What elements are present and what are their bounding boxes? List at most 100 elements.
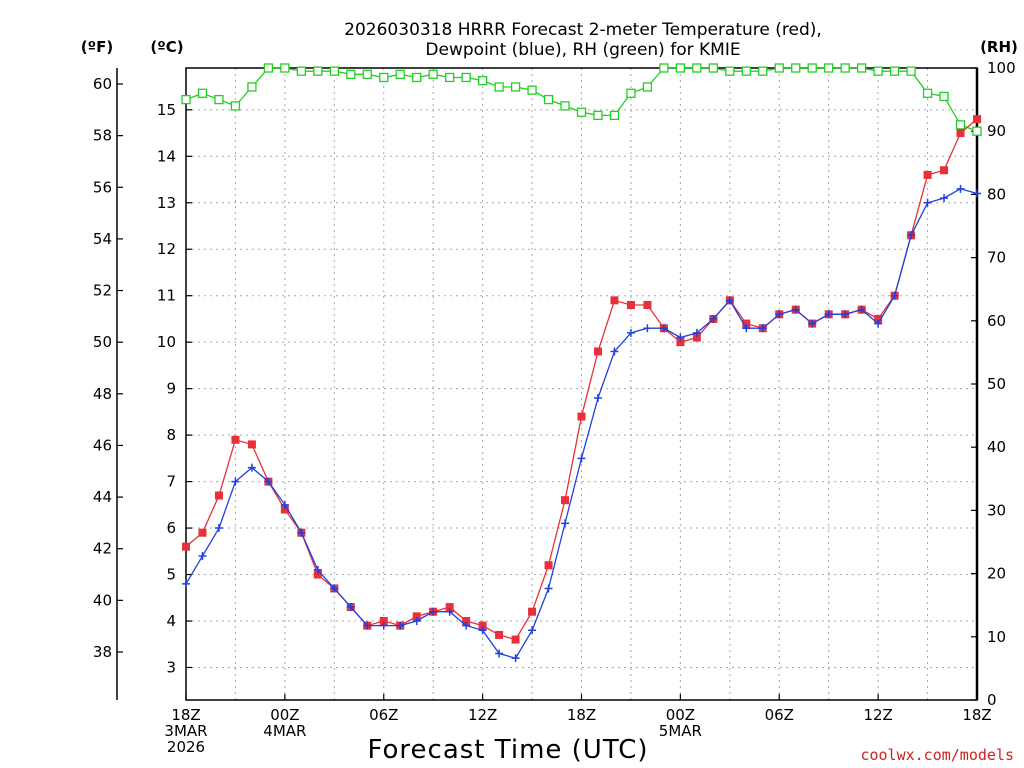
rh-point [774,63,784,73]
rh-point [329,66,339,76]
fahrenheit-tick-label: 56 [93,178,112,196]
dewpoint-point [495,649,504,658]
dewpoint-point [808,319,817,328]
celsius-tick-label: 9 [166,380,176,398]
celsius-tick-label: 4 [166,612,176,630]
dewpoint-point [676,333,685,342]
temp-point [940,166,949,175]
rh-point [560,101,570,111]
temp-point [231,435,240,444]
fahrenheit-tick-label: 48 [93,385,112,403]
fahrenheit-axis-unit: (ºF) [81,38,113,56]
dewpoint-point [231,477,240,486]
dewpoint-point [775,310,784,319]
x-tick-label: 12Z [863,706,892,724]
rh-point [313,66,323,76]
dewpoint-point [396,621,405,630]
dewpoint-point [330,584,339,593]
rh-point [543,94,554,105]
dewpoint-point [247,463,256,472]
temp-point [610,296,619,305]
rh-point [576,107,587,117]
rh-point [692,63,702,73]
rh-point [362,69,372,79]
series-layer [181,63,982,663]
grid-layer [186,68,977,700]
dewpoint-point [610,347,619,356]
x-tick-label-line: 4MAR [263,722,306,740]
dewpoint-point [791,305,800,314]
rh-point [214,94,224,105]
dewpoint-point [725,296,734,305]
dewpoint-point [528,626,537,635]
dewpoint-point [626,328,635,337]
rh-tick-label: 70 [987,249,1006,267]
temp-point [561,496,570,505]
rh-point [873,66,883,76]
dewpoint-point [346,603,355,612]
x-tick-label: 00Z 4MAR [263,706,306,740]
dewpoint-point [544,584,553,593]
temp-point [478,621,487,630]
rh-point [346,69,356,79]
celsius-tick-label: 6 [166,519,176,537]
rh-point [379,72,389,83]
rh-point [609,110,620,121]
x-tick-label-line: 3MAR [164,722,207,740]
dewpoint-point [313,565,322,574]
temp-point [182,542,190,551]
rh-point [659,63,669,73]
dewpoint-point [363,621,372,630]
rh-tick-label: 90 [987,122,1006,140]
x-tick-label-line: 12Z [863,706,892,724]
x-tick-label: 06Z [369,706,398,724]
temp-point [412,612,421,621]
temp-point [445,603,454,612]
rh-point [280,63,290,73]
dewpoint-point [478,626,487,635]
x-tick-label-line: 06Z [765,706,794,724]
celsius-tick-label: 3 [166,658,176,676]
rh-point [824,63,834,73]
temp-point [462,617,471,625]
dewpoint-point [923,198,932,207]
rh-point [510,82,521,92]
dewpoint-point [297,528,306,537]
plot-frame [185,67,978,701]
x-tick-label: 18Z [962,706,991,724]
rh-point [477,75,488,86]
x-tick-label: 12Z [468,706,497,724]
dewpoint-point [577,454,586,463]
x-tick-label: 06Z [765,706,794,724]
x-axis-label: Forecast Time (UTC) [367,735,648,765]
temp-point [313,570,322,579]
rh-tick-label: 0 [987,691,997,709]
celsius-tick-label: 14 [157,147,176,165]
rh-point [247,82,257,92]
temp-point [923,170,932,179]
temp-point [593,347,602,356]
dewpoint-point [462,621,471,630]
rh-point [445,72,455,83]
dewpoint-point [429,607,438,616]
rh-point [807,63,817,73]
temp-point [643,301,652,309]
dewpoint-point [709,314,718,323]
temp-point [247,440,256,449]
temp-point [511,635,520,644]
rh-tick-label: 50 [987,375,1006,393]
rh-point [906,66,916,76]
fahrenheit-tick-label: 46 [93,436,112,454]
rh-point [593,110,603,121]
rh-point [840,63,850,73]
x-tick-label-line: 12Z [468,706,497,724]
dewpoint-point [445,607,454,616]
dewpoint-point [890,291,899,300]
rh-tick-label: 80 [987,185,1006,203]
dewpoint-point [280,500,289,509]
rh-point [296,66,307,76]
dewpoint-point [973,189,981,198]
rh-tick-label: 60 [987,312,1006,330]
